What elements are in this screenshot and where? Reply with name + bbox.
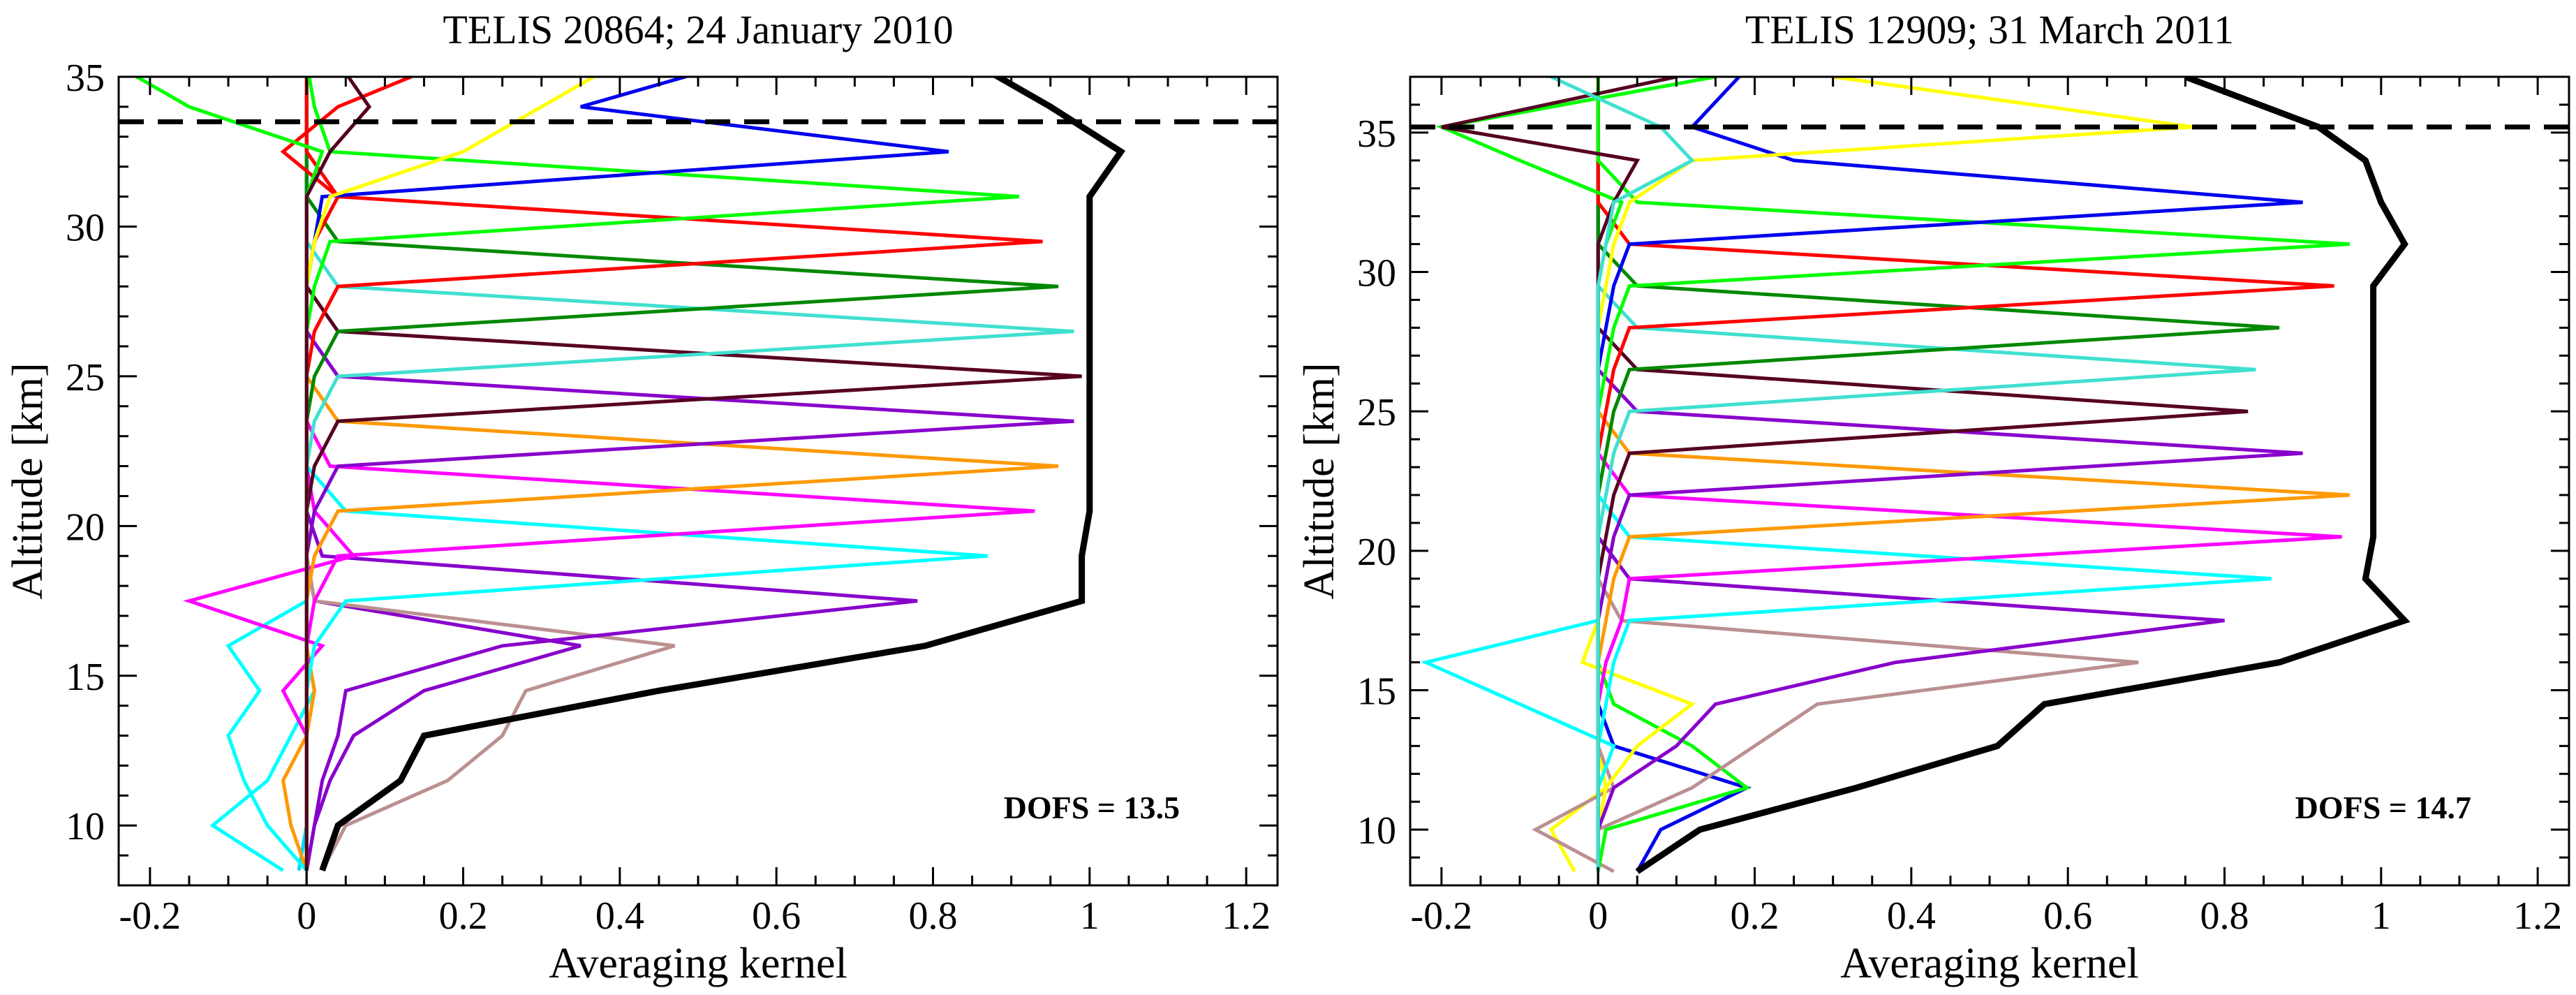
x-tick-label: 0.2 — [439, 894, 488, 938]
dofs-annotation: DOFS = 14.7 — [2295, 790, 2471, 825]
x-tick-label: 0 — [1588, 894, 1608, 938]
x-tick-label: 0.6 — [2043, 894, 2092, 938]
y-tick-label: 20 — [66, 506, 105, 549]
series-line-kernel-35.5km — [304, 77, 949, 871]
x-tick-label: -0.2 — [1411, 894, 1473, 938]
series-line-kernel-17.5km — [1596, 77, 2139, 871]
series-line-kernel-28km — [1596, 77, 2256, 871]
chart-title: TELIS 20864; 24 January 2010 — [443, 7, 953, 52]
y-tick-label: 30 — [1357, 252, 1396, 295]
plot-frame — [1409, 75, 2570, 887]
left-chart-panel: TELIS 20864; 24 January 2010 -0.2 0 0.2 0.4 0… — [4, 7, 1279, 987]
series-line-kernel-16km — [1420, 77, 1616, 871]
right-chart-panel: TELIS 12909; 31 March 2011 -0.2 0 0.2 0.4 0.6… — [1296, 7, 2570, 987]
y-tick-label: 15 — [66, 656, 105, 699]
x-tick-label: -0.2 — [119, 894, 182, 938]
x-tick-label: 1 — [2371, 894, 2391, 938]
sum-of-kernels-line — [319, 77, 1126, 872]
y-tick-label: 20 — [1357, 531, 1396, 574]
plot-area — [1420, 77, 2411, 885]
plot-area — [133, 77, 1126, 885]
chart-title: TELIS 12909; 31 March 2011 — [1745, 7, 2234, 52]
series-line-kernel-upper-maroon — [304, 77, 372, 871]
x-tick-label: 0.2 — [1731, 894, 1779, 938]
x-tick-label: 0.4 — [1887, 894, 1936, 938]
y-tick-label: 35 — [66, 57, 105, 100]
series-line-kernel-19km — [1596, 77, 2225, 871]
series-line-kernel-upper-green — [1435, 77, 1716, 871]
y-tick-label: 30 — [66, 206, 105, 249]
series-line-kernel-20.5km — [304, 77, 989, 871]
series-line-kernel-28km — [304, 77, 1074, 871]
x-axis-label: Averaging kernel — [1840, 940, 2139, 987]
x-axis-label: Averaging kernel — [549, 940, 847, 987]
dofs-annotation: DOFS = 13.5 — [1004, 790, 1180, 825]
y-tick-label: 25 — [66, 356, 105, 399]
series-line-kernel-26.5km — [304, 77, 1082, 871]
x-tick-label: 1 — [1080, 894, 1100, 938]
x-tick-label: 0 — [297, 894, 316, 938]
sum-of-kernels-line — [1635, 77, 2411, 874]
x-tick-label: 1.2 — [2513, 894, 2562, 938]
y-tick-label: 10 — [1357, 809, 1396, 853]
y-tick-label: 15 — [1357, 670, 1396, 713]
x-tick-label: 0.4 — [595, 894, 644, 938]
x-tick-label: 1.2 — [1222, 894, 1271, 938]
series-line-kernel-35.2km — [1596, 77, 2193, 871]
y-tick-label: 10 — [66, 805, 105, 848]
series-line-kernel-upper-green — [133, 77, 325, 871]
y-tick-label: 35 — [1357, 112, 1396, 156]
x-tick-label: 0.8 — [2200, 894, 2249, 938]
y-axis-label: Altitude [km] — [1296, 362, 1343, 599]
series-line-kernel-25km — [304, 77, 1074, 871]
y-axis-label: Altitude [km] — [4, 362, 52, 599]
x-tick-label: 0.6 — [752, 894, 801, 938]
y-tick-label: 25 — [1357, 391, 1396, 434]
x-tick-label: 0.8 — [908, 894, 957, 938]
series-line-kernel-25km — [1596, 77, 2303, 871]
series-line-kernel-13km — [225, 77, 309, 872]
series-line-kernel-upper-turquoise — [1550, 77, 1695, 871]
series-line-kernel-26.5km — [1596, 77, 2249, 871]
